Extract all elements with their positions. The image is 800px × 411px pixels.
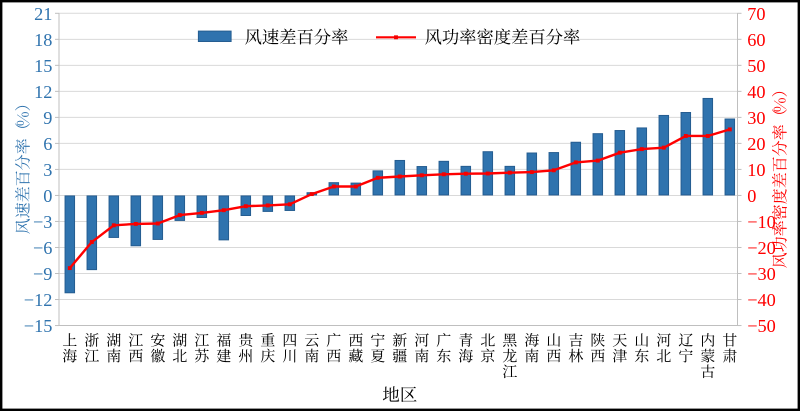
svg-text:−50: −50 [747,316,776,336]
svg-text:3: 3 [43,160,52,180]
svg-text:10: 10 [747,160,765,180]
svg-text:−6: −6 [33,238,52,258]
svg-text:50: 50 [747,56,765,76]
svg-text:30: 30 [747,108,765,128]
svg-text:40: 40 [747,82,765,102]
svg-text:6: 6 [43,134,52,154]
svg-text:−40: −40 [747,290,776,310]
svg-text:21: 21 [34,4,52,24]
svg-text:20: 20 [747,134,765,154]
svg-text:60: 60 [747,30,765,50]
svg-text:70: 70 [747,4,765,24]
svg-text:−3: −3 [33,212,52,232]
svg-text:0: 0 [43,186,52,206]
svg-text:−20: −20 [747,238,776,258]
svg-text:15: 15 [34,56,52,76]
svg-text:−10: −10 [747,212,776,232]
svg-text:9: 9 [43,108,52,128]
svg-text:0: 0 [747,186,756,206]
svg-text:−12: −12 [24,290,53,310]
svg-text:−30: −30 [747,264,776,284]
svg-text:−15: −15 [24,316,53,336]
svg-text:12: 12 [34,82,52,102]
svg-text:−9: −9 [33,264,52,284]
svg-text:18: 18 [34,30,52,50]
